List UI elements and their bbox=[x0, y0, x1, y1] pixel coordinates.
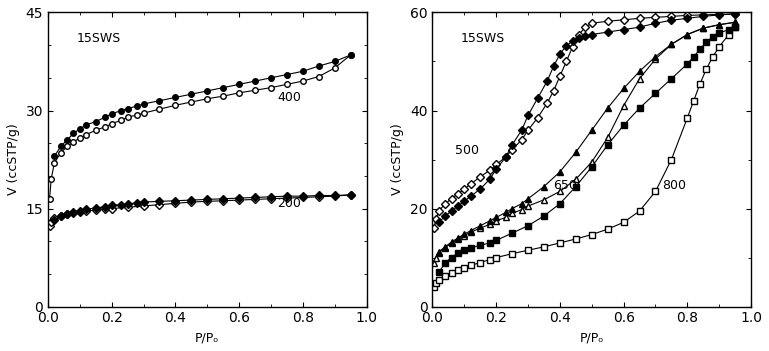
Text: 15SWS: 15SWS bbox=[77, 32, 121, 45]
Text: 15SWS: 15SWS bbox=[461, 32, 505, 45]
Text: 800: 800 bbox=[662, 179, 686, 192]
X-axis label: P/Pₒ: P/Pₒ bbox=[195, 331, 219, 344]
Text: 500: 500 bbox=[454, 144, 479, 157]
Y-axis label: V (ccSTP/g): V (ccSTP/g) bbox=[391, 124, 404, 196]
Text: 200: 200 bbox=[278, 197, 301, 210]
Text: 650: 650 bbox=[554, 179, 578, 192]
Y-axis label: V (ccSTP/g): V (ccSTP/g) bbox=[7, 124, 20, 196]
Text: 400: 400 bbox=[278, 91, 301, 104]
X-axis label: P/Pₒ: P/Pₒ bbox=[580, 331, 604, 344]
